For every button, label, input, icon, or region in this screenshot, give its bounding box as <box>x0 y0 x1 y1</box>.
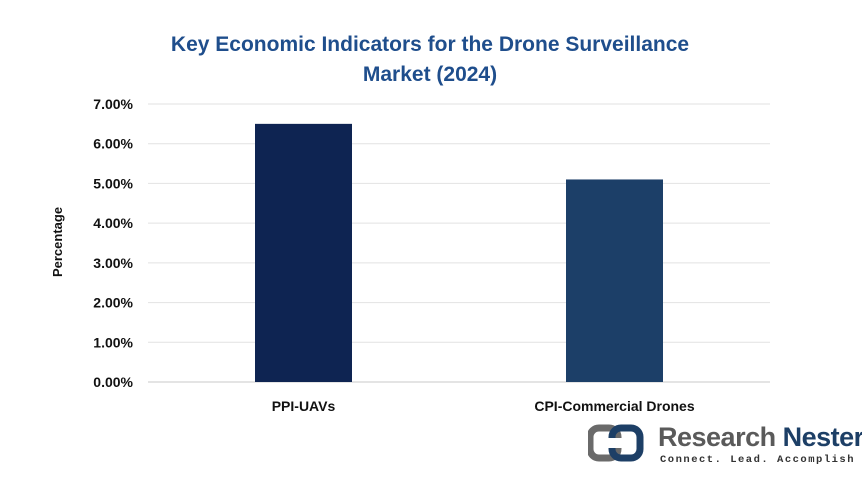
bars <box>255 123 663 382</box>
y-tick-label: 2.00% <box>93 295 133 311</box>
brand-logo: Research Nester Connect. Lead. Accomplis… <box>588 420 862 468</box>
y-tick-label: 3.00% <box>93 255 133 271</box>
brand-name-part2: Nester <box>782 422 862 452</box>
research-nester-logo-icon <box>588 424 644 462</box>
y-tick-label: 4.00% <box>93 215 133 231</box>
brand-name-part1: Research <box>658 422 776 452</box>
gridlines <box>148 103 770 383</box>
bar-ppi-uavs <box>255 123 352 382</box>
y-tick-label: 7.00% <box>93 96 133 112</box>
x-tick-label: CPI-Commercial Drones <box>534 398 694 414</box>
y-tick-label: 5.00% <box>93 175 133 191</box>
y-axis-title: Percentage <box>50 207 65 277</box>
brand-name: Research Nester <box>658 422 862 453</box>
chart-title: Key Economic Indicators for the Drone Su… <box>170 33 690 86</box>
x-tick-label: PPI-UAVs <box>272 398 336 414</box>
y-tick-label: 6.00% <box>93 136 133 152</box>
y-tick-label: 1.00% <box>93 334 133 350</box>
y-axis-ticks: 0.00% 1.00% 2.00% 3.00% 4.00% 5.00% 6.00% 7.00% <box>93 96 133 390</box>
y-tick-label: 0.00% <box>93 374 133 390</box>
x-axis-ticks: PPI-UAVs CPI-Commercial Drones <box>272 398 695 414</box>
bar-cpi-commercial-drones <box>566 179 663 382</box>
brand-tagline: Connect. Lead. Accomplish <box>660 454 856 466</box>
